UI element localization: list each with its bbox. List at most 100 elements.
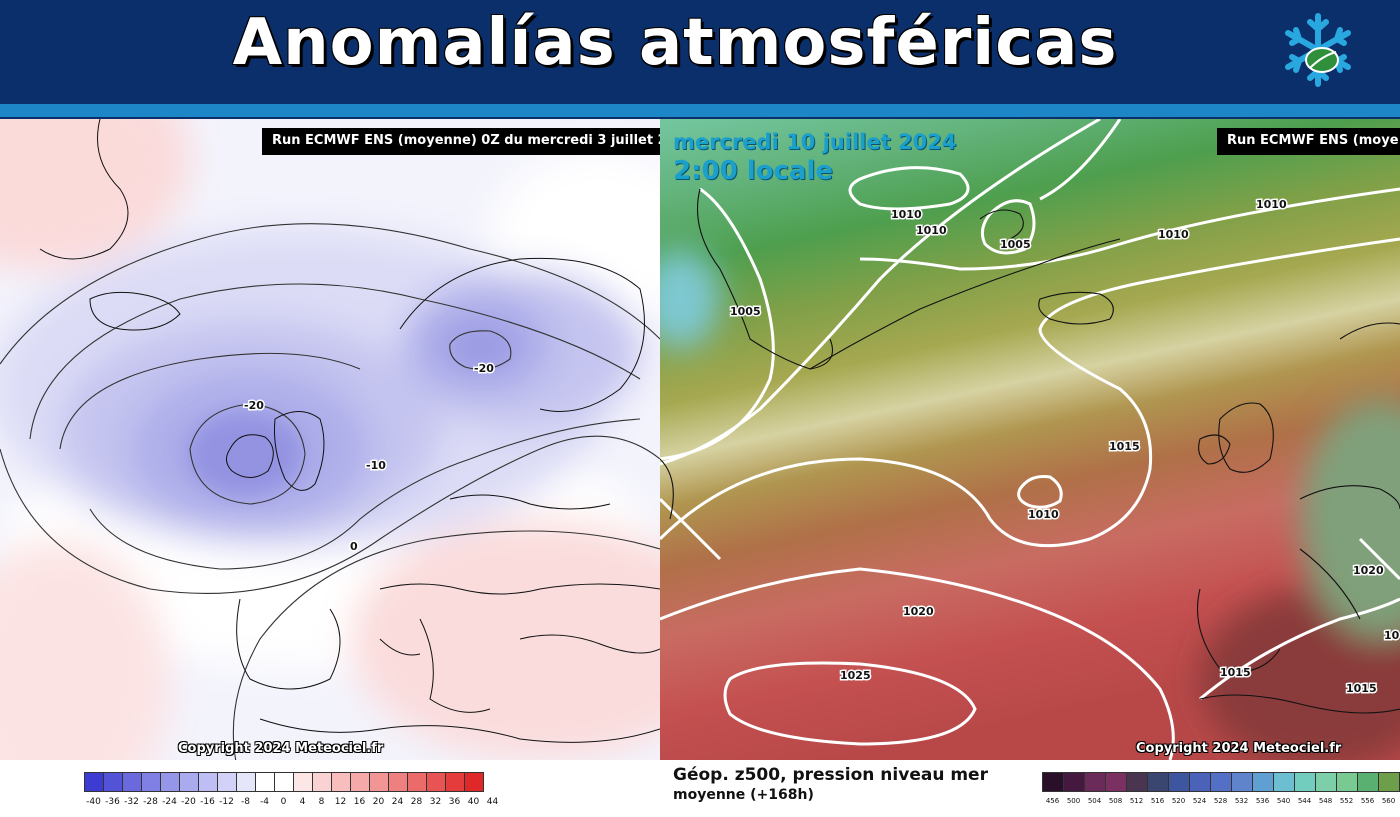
- legend-tick: 500: [1066, 797, 1081, 805]
- legend-cell: 12: [331, 772, 351, 807]
- legend-cell: -12: [217, 772, 237, 807]
- legend-cell: 516: [1147, 772, 1169, 805]
- legend-swatch: [84, 772, 104, 792]
- legend-swatch: [1273, 772, 1295, 792]
- legend-tick: 44: [486, 797, 499, 807]
- isobar-label: 1020: [903, 605, 934, 618]
- legend-swatch: [426, 772, 446, 792]
- legend-cell: 524: [1189, 772, 1211, 805]
- legend-cell: 508: [1105, 772, 1127, 805]
- isobar-label: 1015: [1220, 666, 1251, 679]
- isobar-label: 1010: [891, 208, 922, 221]
- legend-cell: 500: [1063, 772, 1085, 805]
- forecast-date-line: mercredi 10 juillet 2024: [673, 130, 957, 154]
- legend-swatch: [1294, 772, 1316, 792]
- legend-tick: 544: [1297, 797, 1312, 805]
- legend-tick: 512: [1129, 797, 1144, 805]
- legend-tick: -28: [143, 797, 158, 807]
- legend-tick: 4: [299, 797, 306, 807]
- legend-cell: 540: [1273, 772, 1295, 805]
- legend-tick: 540: [1276, 797, 1291, 805]
- anomaly-legend: -40 -36 -32 -28 -24 -20 -16 -12 -8 -4 0 4 8 12 16 20 24 2…: [84, 772, 502, 807]
- legend-cell: 520: [1168, 772, 1190, 805]
- isobar-label: 1020: [1353, 564, 1384, 577]
- isobar-label: 1005: [1000, 238, 1031, 251]
- legend-swatch: [179, 772, 199, 792]
- legend-tick: 24: [391, 797, 404, 807]
- legend-swatch: [1189, 772, 1211, 792]
- legend-swatch: [236, 772, 256, 792]
- legend-cell: 4: [293, 772, 313, 807]
- legend-swatch: [255, 772, 275, 792]
- legend-swatch: [198, 772, 218, 792]
- legend-swatch: [1147, 772, 1169, 792]
- legend-cell: 32: [426, 772, 446, 807]
- legend-swatch: [407, 772, 427, 792]
- legend-tick: 16: [353, 797, 366, 807]
- legend-swatch: [1210, 772, 1232, 792]
- forecast-time-line: 2:00 locale: [673, 156, 833, 186]
- right-map-caption: Géop. z500, pression niveau mer moyenne …: [673, 765, 988, 803]
- legend-tick: 28: [410, 797, 423, 807]
- legend-swatch: [464, 772, 484, 792]
- legend-cell: -4: [255, 772, 275, 807]
- legend-cell: 504: [1084, 772, 1106, 805]
- isobar-label: 1010: [1158, 228, 1189, 241]
- legend-cell: 512: [1126, 772, 1148, 805]
- snowflake-leaf-icon: [1285, 13, 1351, 87]
- legend-tick: 560: [1381, 797, 1396, 805]
- legend-cell: 16: [350, 772, 370, 807]
- legend-tick: 548: [1318, 797, 1333, 805]
- legend-cell: -24: [160, 772, 180, 807]
- legend-cell: -28: [141, 772, 161, 807]
- legend-swatch: [1252, 772, 1274, 792]
- legend-cell: 24: [388, 772, 408, 807]
- legend-cell: 544: [1294, 772, 1316, 805]
- legend-tick: 536: [1255, 797, 1270, 805]
- legend-cell: -32: [122, 772, 142, 807]
- isobar-label: 1010: [916, 224, 947, 237]
- legend-tick: 532: [1234, 797, 1249, 805]
- isobar-label: 1010: [1256, 198, 1287, 211]
- legend-tick: 528: [1213, 797, 1228, 805]
- legend-swatch: [388, 772, 408, 792]
- isobar-label: 1005: [730, 305, 761, 318]
- isobar-label: 1010: [1028, 508, 1059, 521]
- caption-title: Géop. z500, pression niveau mer: [673, 765, 988, 785]
- legend-tick: 20: [372, 797, 385, 807]
- legend-tick: 36: [448, 797, 461, 807]
- forecast-date: mercredi 10 juillet 2024 2:00 locale: [673, 130, 956, 186]
- legend-cell: -8: [236, 772, 256, 807]
- legend-cell: 0: [274, 772, 294, 807]
- isobar-label: 1015: [1109, 440, 1140, 453]
- anomaly-map-left: -20 -20 -10 0: [0, 119, 660, 760]
- contour-label: 0: [350, 540, 358, 553]
- isobar-label: 1025: [840, 669, 871, 682]
- legend-cell: 20: [369, 772, 389, 807]
- copyright-right: Copyright 2024 Meteociel.fr: [1136, 741, 1342, 756]
- legend-cell: 532: [1231, 772, 1253, 805]
- copyright-left: Copyright 2024 Meteociel.fr: [178, 741, 384, 756]
- run-label-right: Run ECMWF ENS (moye: [1217, 128, 1400, 155]
- legend-tick: 524: [1192, 797, 1207, 805]
- legend-tick: 8: [318, 797, 325, 807]
- contour-label: -20: [244, 399, 264, 412]
- legend-cell: 8: [312, 772, 332, 807]
- legend-tick: 552: [1339, 797, 1354, 805]
- legend-cell: 40: [464, 772, 484, 807]
- legend-cell: -36: [103, 772, 123, 807]
- legend-tick: -40: [86, 797, 101, 807]
- legend-tick: 12: [334, 797, 347, 807]
- legend-swatch: [1126, 772, 1148, 792]
- legend-tick: -20: [181, 797, 196, 807]
- legend-tick: 516: [1150, 797, 1165, 805]
- legend-tick: 32: [429, 797, 442, 807]
- legend-swatch: [103, 772, 123, 792]
- legend-swatch: [445, 772, 465, 792]
- legend-tick: -8: [241, 797, 250, 807]
- header-banner: Anomalías atmosféricas: [0, 0, 1400, 104]
- isobar-label: 1015: [1346, 682, 1377, 695]
- legend-cell: 44: [483, 772, 502, 807]
- legend-cell: 528: [1210, 772, 1232, 805]
- legend-swatch: [350, 772, 370, 792]
